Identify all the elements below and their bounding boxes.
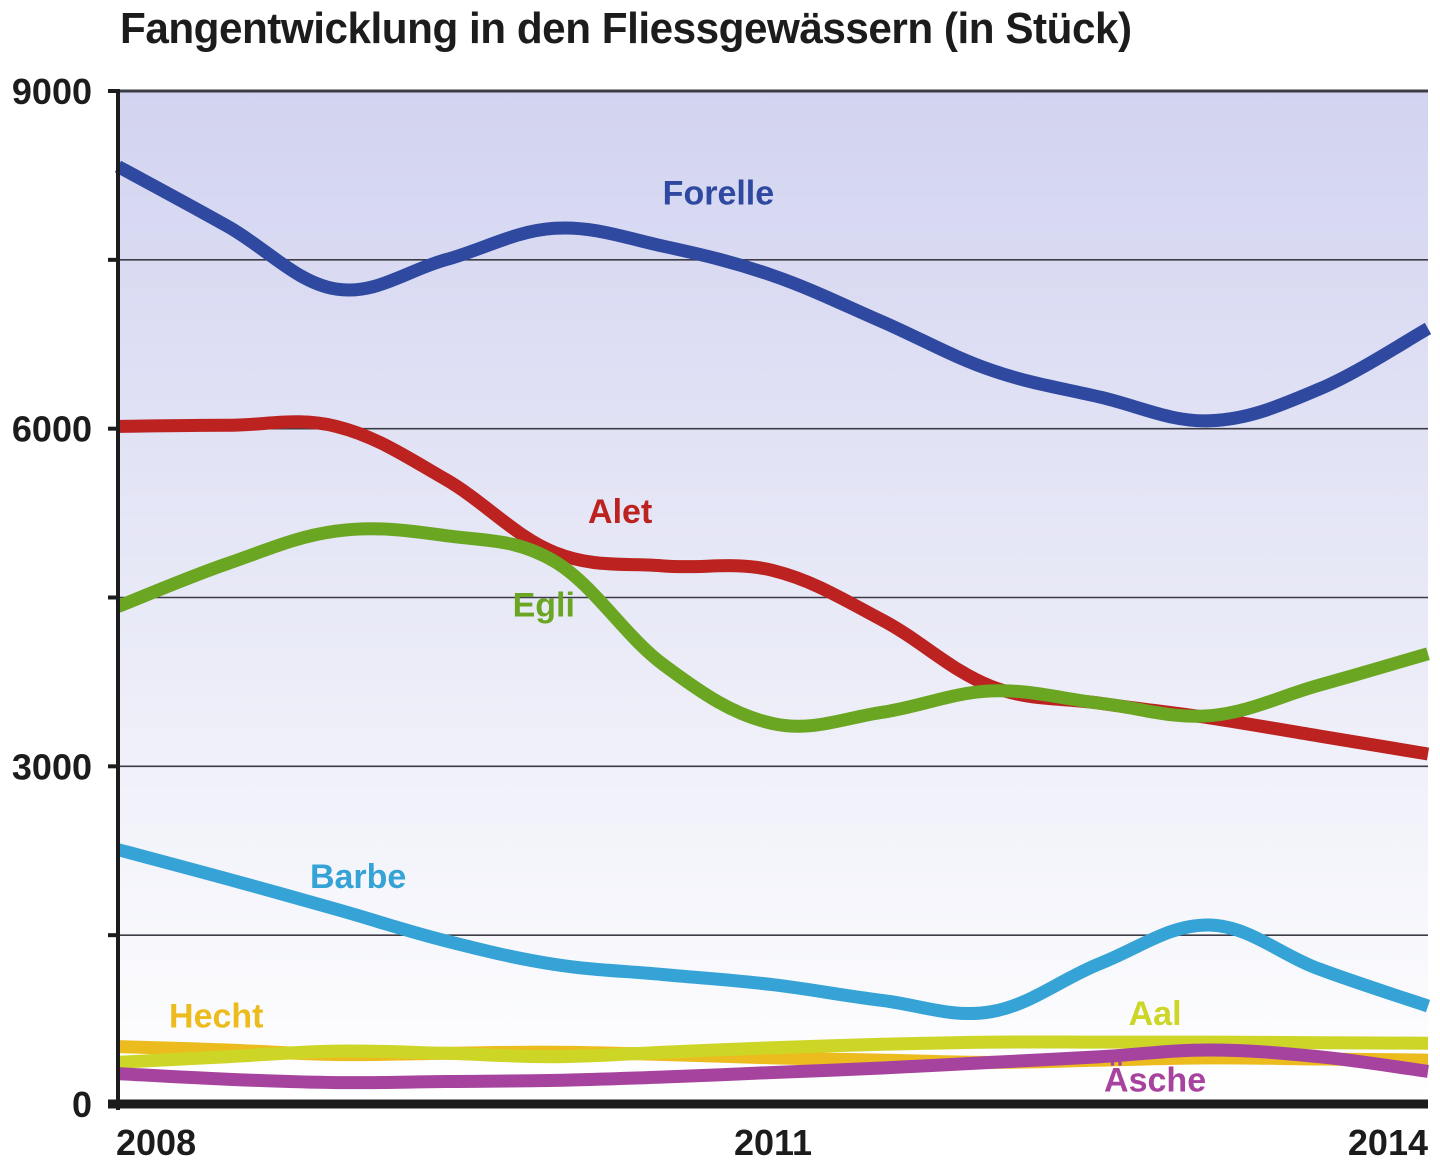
series-line-barbe [116,843,1431,1021]
series-label-barbe: Barbe [310,858,406,896]
y-tick-label: 6000 [12,409,92,450]
series-label-alet: Alet [588,493,652,531]
series-label-forelle: Forelle [663,175,774,213]
series-line-aesche [117,1043,1429,1090]
series-line-aal [117,1035,1429,1069]
x-tick-label: 2011 [734,1122,812,1163]
series-label-hecht: Hecht [169,997,263,1035]
axes [108,89,1428,1110]
y-tick-label: 9000 [12,71,92,112]
y-tick-label: 3000 [12,746,92,787]
tick-labels: 0 3000 6000 9000 2008 2011 2014 [12,71,1428,1163]
chart-title: Fangentwicklung in den Fliessgewässern (… [120,4,1132,53]
x-tick-label: 2008 [116,1122,196,1163]
series-label-aesche: Äsche [1104,1062,1206,1100]
y-tick-label: 0 [72,1084,92,1125]
series-labels: Forelle Alet Egli Barbe Hecht Aal Äsche [169,175,1206,1100]
series-line-forelle [114,160,1432,428]
series-lines [114,160,1432,1090]
gridlines [118,89,1428,936]
series-label-egli: Egli [513,587,575,625]
series-line-egli [115,522,1430,733]
x-tick-label: 2014 [1348,1122,1428,1163]
series-label-aal: Aal [1129,995,1182,1033]
